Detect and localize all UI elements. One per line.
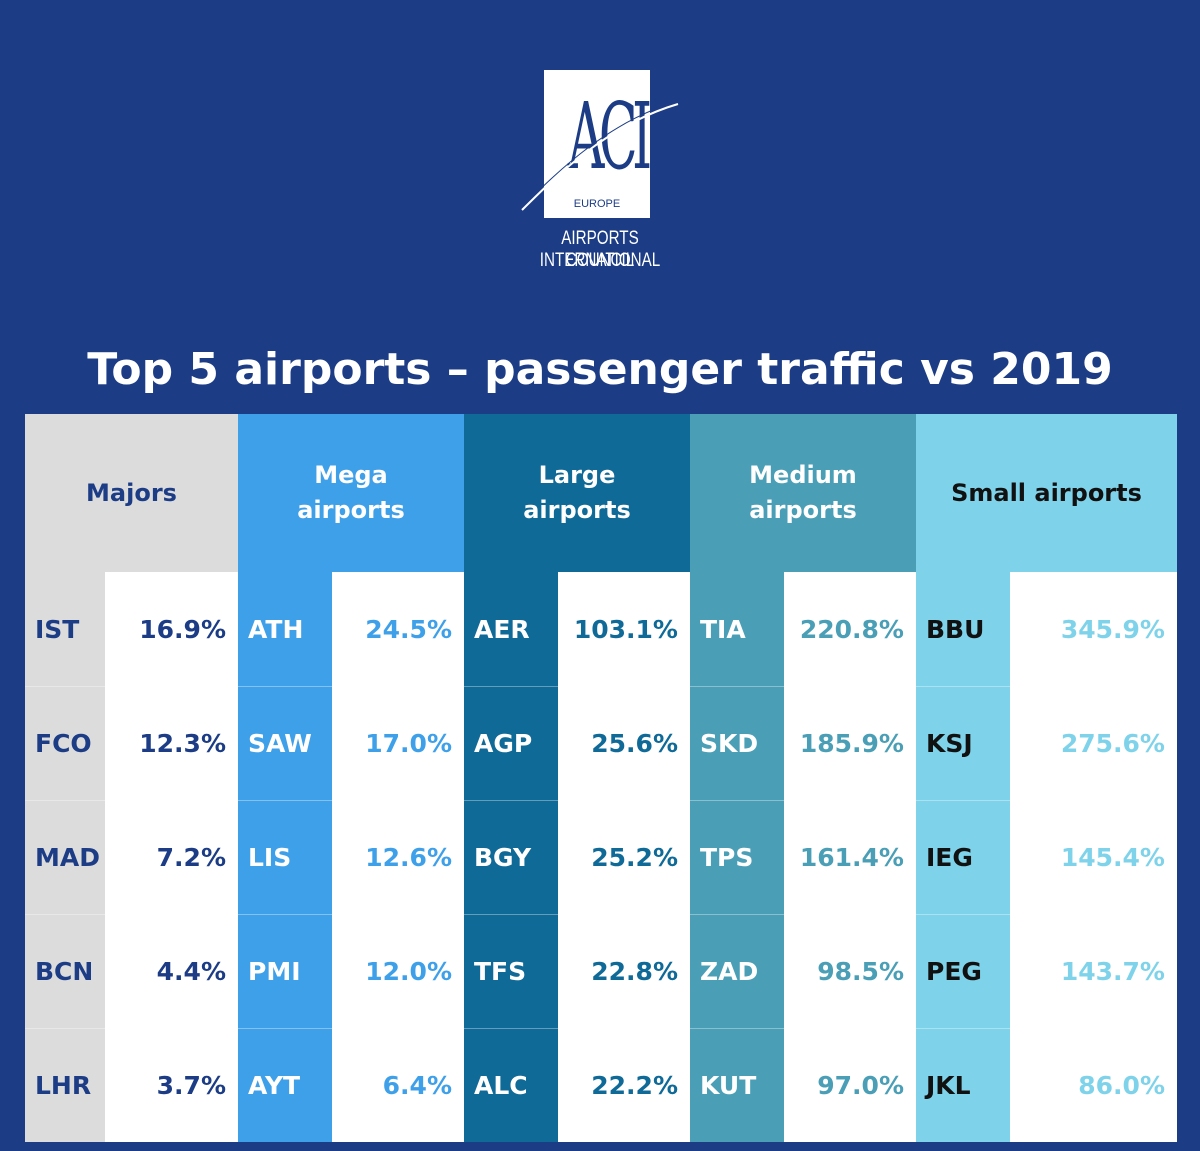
- airport-code: AER: [464, 572, 558, 686]
- airport-code: ZAD: [690, 914, 784, 1028]
- airport-code: TIA: [690, 572, 784, 686]
- airport-code: SKD: [690, 686, 784, 800]
- row-divider: [464, 686, 558, 687]
- swoosh-icon: [521, 100, 679, 211]
- group-header: Small airports: [916, 414, 1177, 572]
- traffic-value: 16.9%: [105, 572, 238, 686]
- row-divider: [690, 686, 784, 687]
- airport-code: TFS: [464, 914, 558, 1028]
- traffic-value: 25.2%: [558, 800, 690, 914]
- airport-code: BBU: [916, 572, 1010, 686]
- airport-code: SAW: [238, 686, 332, 800]
- traffic-value: 220.8%: [784, 572, 916, 686]
- row-divider: [916, 914, 1010, 915]
- row-divider: [238, 1028, 332, 1029]
- airport-code: MAD: [25, 800, 105, 914]
- traffic-value: 6.4%: [332, 1028, 464, 1142]
- group-header-label: Small airports: [951, 478, 1142, 507]
- group-column: Large airports AER 103.1% AGP 25.6% BGY 25.2% T…: [464, 414, 690, 1142]
- row-divider: [464, 1028, 558, 1029]
- airport-code: ALC: [464, 1028, 558, 1142]
- airport-code: PMI: [238, 914, 332, 1028]
- traffic-value: 97.0%: [784, 1028, 916, 1142]
- airport-code: BCN: [25, 914, 105, 1028]
- group-header: Majors: [25, 414, 238, 572]
- group-header-label: Medium airports: [749, 461, 857, 524]
- traffic-value: 12.6%: [332, 800, 464, 914]
- group-header: Medium airports: [690, 414, 916, 572]
- row-divider: [238, 914, 332, 915]
- aci-logo-line2: INTERNATIONAL: [539, 250, 661, 271]
- airport-code: AGP: [464, 686, 558, 800]
- airport-code: AYT: [238, 1028, 332, 1142]
- row-divider: [690, 914, 784, 915]
- traffic-value: 145.4%: [1010, 800, 1177, 914]
- traffic-value: 275.6%: [1010, 686, 1177, 800]
- row-divider: [916, 686, 1010, 687]
- airport-code: TPS: [690, 800, 784, 914]
- airport-code: LIS: [238, 800, 332, 914]
- traffic-value: 86.0%: [1010, 1028, 1177, 1142]
- airport-code: KUT: [690, 1028, 784, 1142]
- traffic-value: 98.5%: [784, 914, 916, 1028]
- traffic-value: 12.3%: [105, 686, 238, 800]
- row-divider: [25, 914, 105, 915]
- group-header-label: Large airports: [523, 461, 631, 524]
- row-divider: [464, 800, 558, 801]
- row-divider: [690, 800, 784, 801]
- aci-logo-region: EUROPE: [573, 198, 621, 210]
- row-divider: [916, 800, 1010, 801]
- group-header-label: Mega airports: [297, 461, 405, 524]
- row-divider: [464, 914, 558, 915]
- aci-logo: ACI EUROPE AIRPORTS COUNCIL INTERNATIONA…: [520, 62, 680, 282]
- airport-code: IST: [25, 572, 105, 686]
- airport-code: LHR: [25, 1028, 105, 1142]
- row-divider: [916, 1028, 1010, 1029]
- group-header-label: Majors: [86, 478, 177, 507]
- traffic-value: 143.7%: [1010, 914, 1177, 1028]
- row-divider: [690, 1028, 784, 1029]
- row-divider: [25, 686, 105, 687]
- group-header: Mega airports: [238, 414, 464, 572]
- traffic-value: 4.4%: [105, 914, 238, 1028]
- group-header: Large airports: [464, 414, 690, 572]
- aci-logo-line1: AIRPORTS COUNCIL: [561, 228, 639, 271]
- traffic-value: 22.8%: [558, 914, 690, 1028]
- group-column: Majors IST 16.9% FCO 12.3% MAD 7.2% BCN 4.4% LHR 3…: [25, 414, 238, 1142]
- traffic-value: 185.9%: [784, 686, 916, 800]
- traffic-value: 25.6%: [558, 686, 690, 800]
- traffic-value: 3.7%: [105, 1028, 238, 1142]
- row-divider: [25, 800, 105, 801]
- group-column: Mega airports ATH 24.5% SAW 17.0% LIS 12.6% PMI…: [238, 414, 464, 1142]
- traffic-value: 161.4%: [784, 800, 916, 914]
- airport-code: ATH: [238, 572, 332, 686]
- airport-code: JKL: [916, 1028, 1010, 1142]
- row-divider: [25, 1028, 105, 1029]
- traffic-value: 22.2%: [558, 1028, 690, 1142]
- traffic-value: 345.9%: [1010, 572, 1177, 686]
- chart-title: Top 5 airports – passenger traffic vs 20…: [87, 344, 1113, 395]
- row-divider: [238, 686, 332, 687]
- airport-code: IEG: [916, 800, 1010, 914]
- traffic-value: 17.0%: [332, 686, 464, 800]
- airport-code: PEG: [916, 914, 1010, 1028]
- row-divider: [238, 800, 332, 801]
- group-column: Small airports BBU 345.9% KSJ 275.6% IEG 145.4…: [916, 414, 1177, 1142]
- airport-code: KSJ: [916, 686, 1010, 800]
- traffic-value: 12.0%: [332, 914, 464, 1028]
- traffic-value: 103.1%: [558, 572, 690, 686]
- group-column: Medium airports TIA 220.8% SKD 185.9% TPS 161.…: [690, 414, 916, 1142]
- traffic-value: 24.5%: [332, 572, 464, 686]
- airport-code: BGY: [464, 800, 558, 914]
- airport-code: FCO: [25, 686, 105, 800]
- traffic-value: 7.2%: [105, 800, 238, 914]
